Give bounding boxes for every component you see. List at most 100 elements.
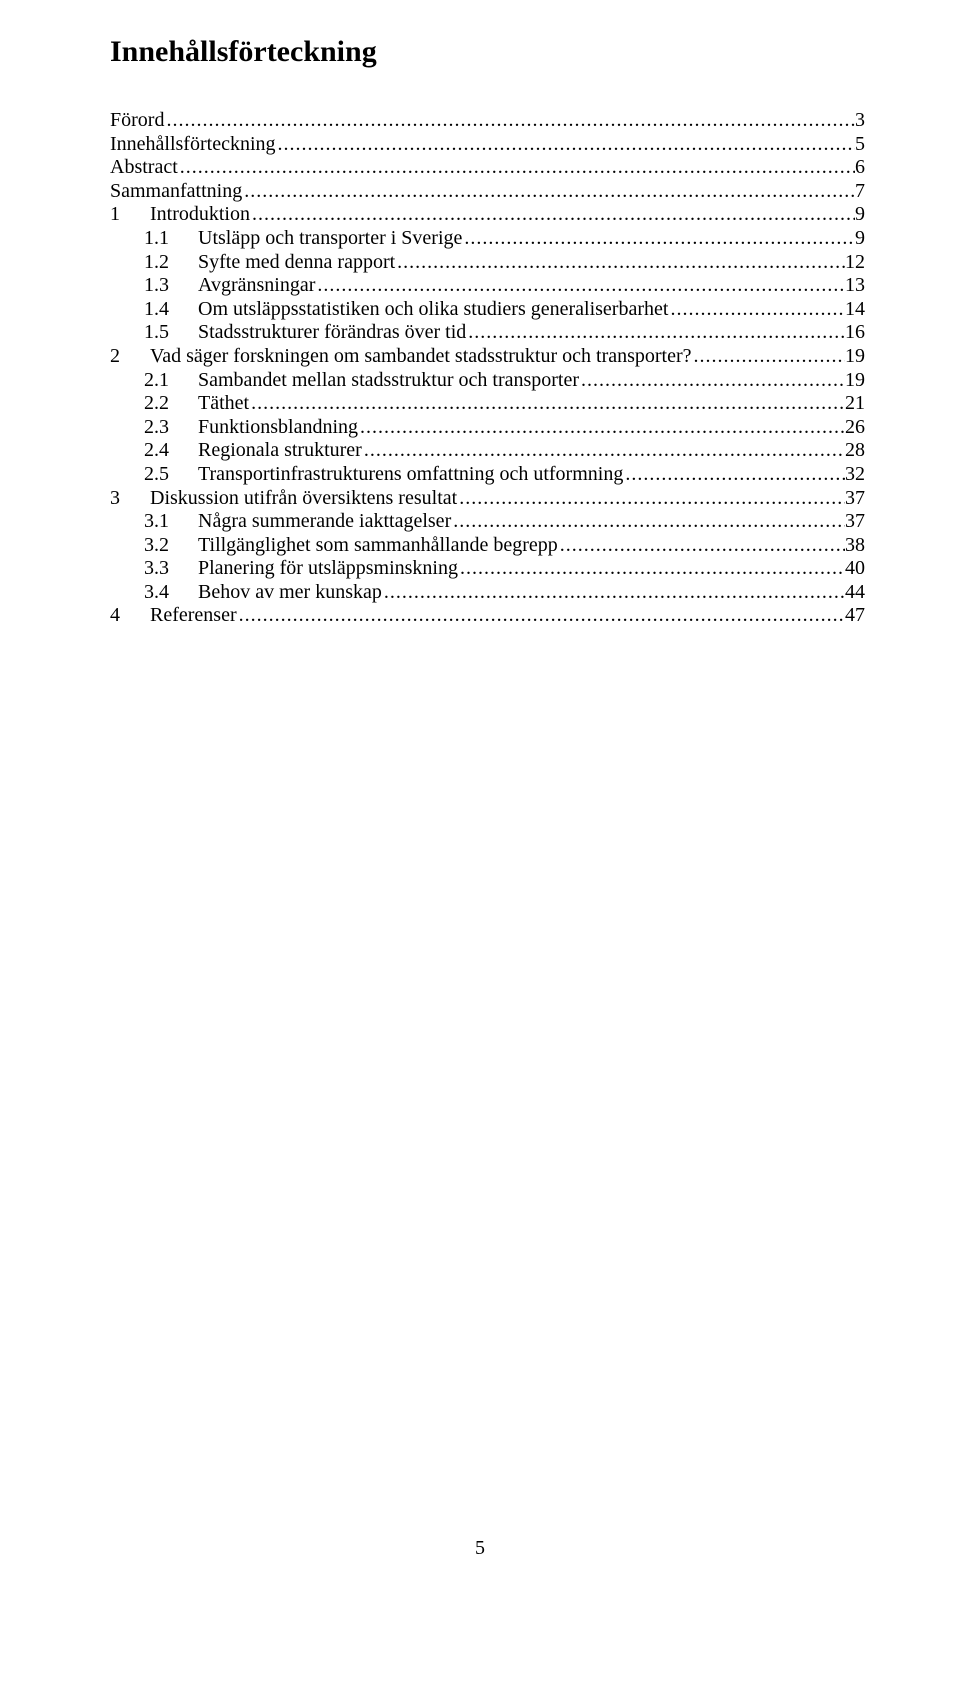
- toc-entry-number: 4: [110, 604, 150, 628]
- toc-entry: 2.1Sambandet mellan stadsstruktur och tr…: [110, 369, 865, 393]
- toc-entry-label: 2.2Täthet: [110, 392, 249, 416]
- toc-entry-number: 2: [110, 345, 150, 369]
- toc-entry-text: Sammanfattning: [110, 180, 242, 202]
- toc-entry-number: 1.5: [144, 321, 198, 345]
- toc-leader-dots: [358, 416, 845, 440]
- toc-entry-page: 12: [845, 251, 865, 275]
- toc-entry: Abstract 6: [110, 156, 865, 180]
- toc-entry: 3Diskussion utifrån översiktens resultat…: [110, 487, 865, 511]
- toc-leader-dots: [276, 133, 856, 157]
- toc-entry-page: 28: [845, 439, 865, 463]
- toc-entry: 1.1Utsläpp och transporter i Sverige 9: [110, 227, 865, 251]
- toc-entry-text: Funktionsblandning: [198, 416, 358, 438]
- toc-leader-dots: [242, 180, 855, 204]
- toc-leader-dots: [249, 392, 845, 416]
- toc-entry-page: 47: [845, 604, 865, 628]
- toc-entry: Förord3: [110, 109, 865, 133]
- toc-entry-number: 2.1: [144, 369, 198, 393]
- toc-entry-text: Avgränsningar: [198, 274, 315, 296]
- toc-entry-label: Innehållsförteckning: [110, 133, 276, 157]
- toc-entry-label: 1.1Utsläpp och transporter i Sverige: [110, 227, 462, 251]
- toc-entry-page: 7: [855, 180, 865, 204]
- toc-entry-text: Tillgänglighet som sammanhållande begrep…: [198, 534, 558, 556]
- toc-leader-dots: [237, 604, 845, 628]
- toc-entry-number: 3.4: [144, 581, 198, 605]
- toc-entry-page: 9: [855, 227, 865, 251]
- toc-entry-text: Sambandet mellan stadsstruktur och trans…: [198, 369, 579, 391]
- toc-entry-label: 2.4Regionala strukturer: [110, 439, 362, 463]
- toc-entry-label: Abstract: [110, 156, 178, 180]
- toc-entry-text: Transportinfrastrukturens omfattning och…: [198, 463, 623, 485]
- toc-entry: 3.2Tillgänglighet som sammanhållande beg…: [110, 534, 865, 558]
- toc-entry-label: 4Referenser: [110, 604, 237, 628]
- toc-entry-text: Förord: [110, 109, 164, 131]
- toc-entry-number: 1.1: [144, 227, 198, 251]
- toc-entry-text: Utsläpp och transporter i Sverige: [198, 227, 462, 249]
- toc-entry-label: 2.5Transportinfrastrukturens omfattning …: [110, 463, 623, 487]
- toc-entry-label: 2.3Funktionsblandning: [110, 416, 358, 440]
- toc-entry: 1Introduktion9: [110, 203, 865, 227]
- toc-entry-page: 32: [845, 463, 865, 487]
- toc-leader-dots: [250, 203, 855, 227]
- toc-entry-text: Syfte med denna rapport: [198, 251, 395, 273]
- toc-entry-label: Förord: [110, 109, 164, 133]
- toc-entry-number: 2.4: [144, 439, 198, 463]
- toc-entry-page: 14: [845, 298, 865, 322]
- toc-entry-text: Vad säger forskningen om sambandet stads…: [150, 345, 692, 367]
- toc-leader-dots: [623, 463, 845, 487]
- toc-entry-number: 3.1: [144, 510, 198, 534]
- toc-entry-number: 3.3: [144, 557, 198, 581]
- toc-entry-text: Innehållsförteckning: [110, 133, 276, 155]
- toc-entry-number: 1.4: [144, 298, 198, 322]
- toc-leader-dots: [395, 251, 845, 275]
- toc-entry-text: Stadsstrukturer förändras över tid: [198, 321, 466, 343]
- toc-entry-page: 5: [855, 133, 865, 157]
- toc-entry: 4Referenser 47: [110, 604, 865, 628]
- toc-entry: 1.3Avgränsningar13: [110, 274, 865, 298]
- document-page: Innehållsförteckning Förord3Innehållsför…: [0, 0, 960, 1690]
- toc-entry-number: 2.2: [144, 392, 198, 416]
- toc-entry: 2Vad säger forskningen om sambandet stad…: [110, 345, 865, 369]
- toc-entry-text: Regionala strukturer: [198, 439, 362, 461]
- toc-leader-dots: [178, 156, 855, 180]
- toc-entry-number: 1: [110, 203, 150, 227]
- toc-entry-text: Introduktion: [150, 203, 250, 225]
- toc-entry: Innehållsförteckning 5: [110, 133, 865, 157]
- toc-entry: 1.4Om utsläppsstatistiken och olika stud…: [110, 298, 865, 322]
- toc-entry-label: 1.2Syfte med denna rapport: [110, 251, 395, 275]
- page-number: 5: [0, 1537, 960, 1560]
- toc-entry: 2.2Täthet21: [110, 392, 865, 416]
- toc-entry-text: Om utsläppsstatistiken och olika studier…: [198, 298, 668, 320]
- toc-entry-number: 3: [110, 487, 150, 511]
- toc-leader-dots: [451, 510, 845, 534]
- toc-entry-label: 1.4Om utsläppsstatistiken och olika stud…: [110, 298, 668, 322]
- toc-leader-dots: [668, 298, 845, 322]
- toc-leader-dots: [457, 487, 845, 511]
- toc-entry-number: 1.3: [144, 274, 198, 298]
- page-title: Innehållsförteckning: [110, 35, 865, 69]
- toc-entry-label: 3Diskussion utifrån översiktens resultat: [110, 487, 457, 511]
- toc-leader-dots: [362, 439, 845, 463]
- toc-leader-dots: [466, 321, 845, 345]
- toc-entry-label: 1.5Stadsstrukturer förändras över tid: [110, 321, 466, 345]
- toc-leader-dots: [458, 557, 845, 581]
- toc-entry-label: 3.1Några summerande iakttagelser: [110, 510, 451, 534]
- toc-entry-text: Täthet: [198, 392, 249, 414]
- toc-entry: 3.4Behov av mer kunskap44: [110, 581, 865, 605]
- toc-entry-label: 3.3Planering för utsläppsminskning: [110, 557, 458, 581]
- toc-entry-text: Behov av mer kunskap: [198, 581, 382, 603]
- toc-entry: 1.2Syfte med denna rapport 12: [110, 251, 865, 275]
- toc-entry-text: Diskussion utifrån översiktens resultat: [150, 487, 457, 509]
- toc-entry-page: 37: [845, 510, 865, 534]
- toc-entry-text: Abstract: [110, 156, 178, 178]
- table-of-contents: Förord3Innehållsförteckning5Abstract6Sam…: [110, 109, 865, 628]
- toc-entry: 3.1Några summerande iakttagelser 37: [110, 510, 865, 534]
- toc-leader-dots: [382, 581, 845, 605]
- toc-entry-page: 40: [845, 557, 865, 581]
- toc-leader-dots: [462, 227, 855, 251]
- toc-entry: 2.3Funktionsblandning 26: [110, 416, 865, 440]
- toc-entry: Sammanfattning 7: [110, 180, 865, 204]
- toc-entry-page: 26: [845, 416, 865, 440]
- toc-entry-page: 6: [855, 156, 865, 180]
- toc-entry: 1.5Stadsstrukturer förändras över tid16: [110, 321, 865, 345]
